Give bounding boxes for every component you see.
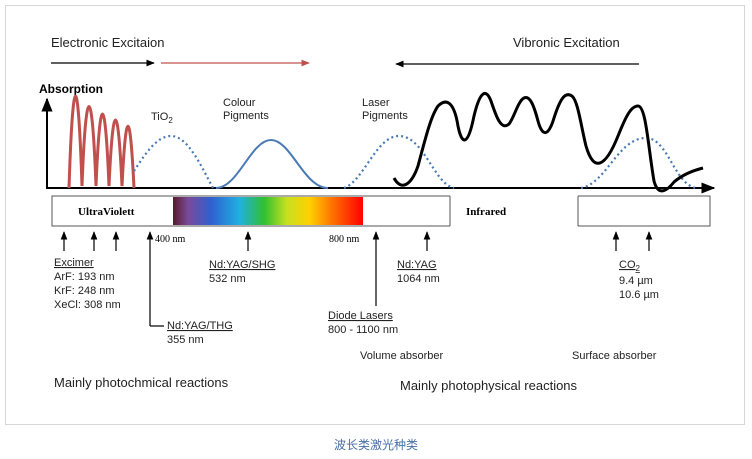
excimer-arf: ArF: 193 nm [54, 271, 115, 283]
infrared-label: Infrared [466, 206, 506, 218]
ndyag-shg-title: Nd:YAG/SHG [209, 259, 275, 271]
surface-absorber-label: Surface absorber [572, 350, 657, 362]
infrared-absorption-curve [392, 91, 704, 193]
volume-absorber-label: Volume absorber [360, 350, 443, 362]
figure-caption: 波长类激光种类 [333, 438, 418, 452]
colour-pigments-label-line1: Colour [223, 97, 256, 109]
laser-marker-arrows [60, 231, 653, 327]
figure-frame: Electronic Excitaion Vibronic Excitation… [5, 5, 745, 425]
excimer-absorption-curve [67, 94, 136, 189]
laser-pigments-label-line2: Pigments [362, 110, 408, 122]
absorption-axis-label: Absorption [39, 82, 103, 96]
surface-absorber-dotted-curve [580, 136, 697, 190]
tio2-dotted-curve [133, 134, 214, 189]
ndyag-title: Nd:YAG [397, 259, 437, 271]
laser-pigments-label-line1: Laser [362, 97, 390, 109]
electronic-excitation-label: Electronic Excitaion [51, 35, 164, 50]
diode-lasers-value: 800 - 1100 nm [328, 324, 398, 336]
ndyag-shg-value: 532 nm [209, 273, 246, 285]
laser-pigments-dotted-curve [343, 134, 455, 190]
tick-800nm: 800 nm [329, 234, 360, 245]
colour-pigments-label-line2: Pigments [223, 110, 269, 122]
co2-title: CO2 [619, 259, 641, 273]
band-gap [450, 195, 578, 227]
tio2-label: TiO2 [151, 111, 173, 125]
vibronic-excitation-label: Vibronic Excitation [513, 35, 620, 50]
photophysical-label: Mainly photophysical reactions [400, 378, 578, 393]
ndyag-value: 1064 nm [397, 273, 440, 285]
ndyag-thg-title: Nd:YAG/THG [167, 320, 233, 332]
diode-lasers-title: Diode Lasers [328, 310, 393, 322]
spectrum-band [51, 195, 711, 227]
excimer-title: Excimer [54, 257, 94, 269]
ultraviolett-label: UltraViolett [78, 206, 135, 218]
co2-value-2: 10.6 µm [619, 289, 659, 301]
visible-spectrum-gradient [173, 197, 363, 225]
excimer-krf: KrF: 248 nm [54, 285, 115, 297]
excimer-xecl: XeCl: 308 nm [54, 299, 121, 311]
laser-wavelength-diagram: Electronic Excitaion Vibronic Excitation… [39, 35, 716, 393]
ndyag-thg-value: 355 nm [167, 334, 204, 346]
colour-pigments-curve [215, 138, 329, 189]
tick-400nm: 400 nm [155, 234, 186, 245]
photochemical-label: Mainly photochmical reactions [54, 375, 229, 390]
co2-value-1: 9.4 µm [619, 275, 653, 287]
